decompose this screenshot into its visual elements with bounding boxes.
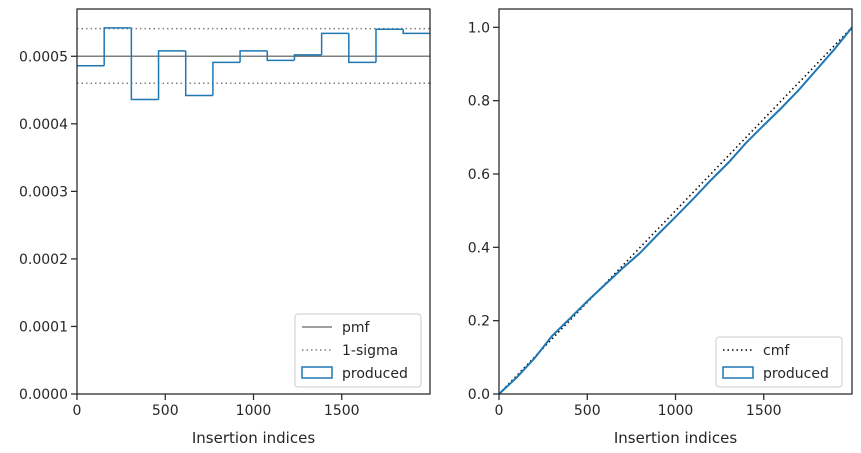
cumulative-x-tick-label: 1000 [658,403,694,419]
histogram-bin [293,54,322,61]
produced-series-line [498,26,853,395]
histogram-series-layer [77,27,430,101]
cumulative-series-layer [498,26,853,395]
cumulative-y-tick-label: 0.2 [468,314,490,330]
histogram-y-tick-label: 0.0002 [19,252,68,268]
cumulative-panel: 0 500 1000 1500 0.0 0.2 0.4 0.6 0.8 1.0 Insertion… [468,8,853,447]
cmf-series-line [498,26,853,395]
legend-produced-swatch [722,366,754,379]
cumulative-x-tick-label: 1500 [746,403,782,419]
histogram-x-tick-label: 1500 [324,403,360,419]
cumulative-legend: cmf produced [715,336,843,388]
histogram-bin [348,33,376,64]
cumulative-y-tick-label: 0.4 [468,240,490,256]
histogram-x-tick-label: 0 [73,403,82,419]
legend-produced-label: produced [763,366,829,382]
cumulative-x-axis-label: Insertion indices [614,429,737,447]
legend-produced-swatch [301,366,333,379]
histogram-bin [157,50,186,100]
cumulative-y-tick-label: 1.0 [468,20,490,36]
cumulative-legend-box [715,336,843,388]
cumulative-y-tick-label: 0.0 [468,387,490,403]
histogram-legend: pmf 1-sigma produced [294,313,422,388]
histogram-x-tick-label: 500 [152,403,179,419]
histogram-y-tick-label: 0.0005 [19,49,68,65]
histogram-bin [103,27,132,66]
cumulative-y-tick-label: 0.6 [468,167,490,183]
histogram-bin [184,50,213,97]
histogram-bin [239,50,268,63]
histogram-y-tick-label: 0.0000 [19,387,68,403]
histogram-panel: 0 500 1000 1500 0.0000 0.0001 0.0002 0.0003 0.00… [19,8,431,447]
histogram-x-tick-label: 1000 [236,403,272,419]
histogram-bin [266,50,295,62]
histogram-x-axis-label: Insertion indices [192,429,315,447]
legend-1-sigma-label: 1-sigma [342,343,398,359]
histogram-bin [402,29,430,35]
histogram-y-tick-label: 0.0004 [19,117,68,133]
legend-pmf-label: pmf [342,320,371,336]
histogram-bin [212,61,241,96]
histogram-bin [130,27,159,101]
histogram-y-tick-label: 0.0001 [19,319,68,335]
histogram-bin [375,28,404,63]
histogram-y-tick-label: 0.0003 [19,184,68,200]
histogram-bin [320,32,349,55]
histogram-ticks: 0 500 1000 1500 0.0000 0.0001 0.0002 0.0003 0.00… [19,49,360,419]
cumulative-x-tick-label: 500 [574,403,601,419]
legend-produced-label: produced [342,366,408,382]
cumulative-x-tick-label: 0 [495,403,504,419]
legend-cmf-label: cmf [763,343,790,359]
cumulative-ticks: 0 500 1000 1500 0.0 0.2 0.4 0.6 0.8 1.0 [468,20,782,419]
histogram-legend-box [294,313,422,388]
cumulative-y-tick-label: 0.8 [468,94,490,110]
